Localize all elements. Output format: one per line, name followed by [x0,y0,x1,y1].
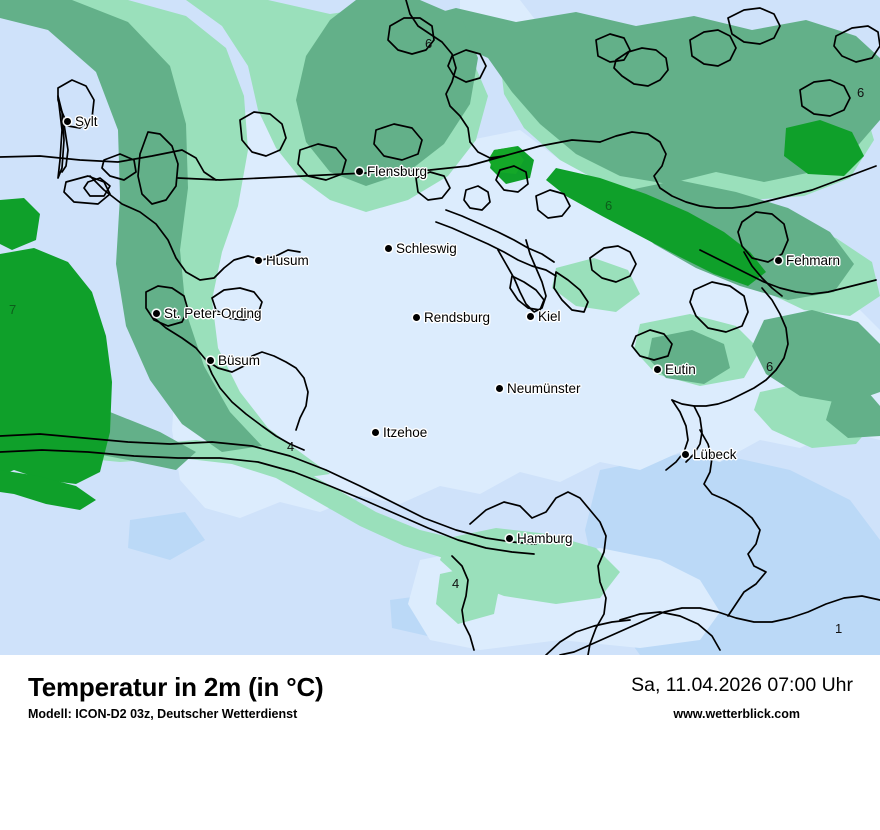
footer-panel: Temperatur in 2m (in °C) Modell: ICON-D2… [0,655,880,830]
band-6-7 [0,120,864,510]
temperature-band-layer [0,0,880,655]
model-subtitle: Modell: ICON-D2 03z, Deutscher Wetterdie… [28,707,298,721]
page-title: Temperatur in 2m (in °C) [28,672,324,702]
band-4-5 [0,0,880,470]
coastline-layer [0,0,880,655]
map-canvas [0,0,880,655]
valid-datetime: Sa, 11.04.2026 07:00 Uhr [631,674,853,696]
site-watermark: www.wetterblick.com [673,707,800,721]
temperature-map[interactable]: 6 6 6 7 6 4 4 1 Sylt Flensburg Schleswig [0,0,880,655]
